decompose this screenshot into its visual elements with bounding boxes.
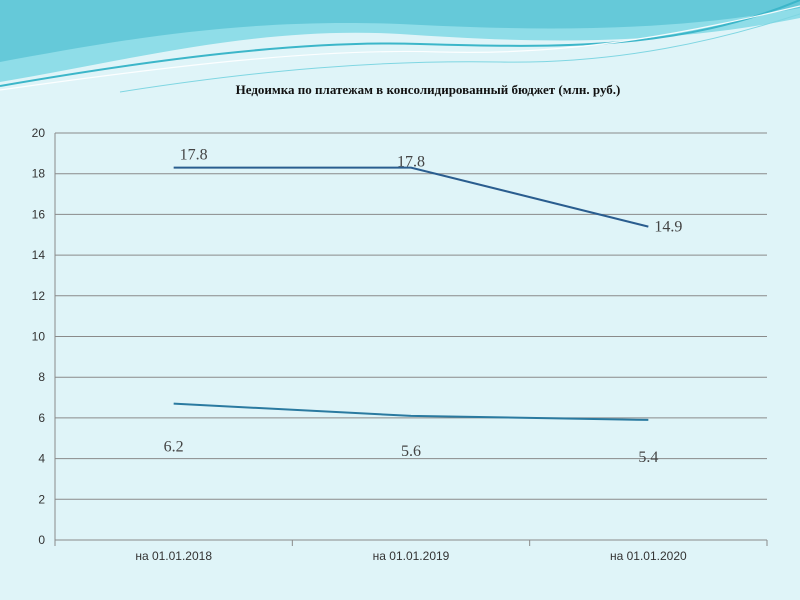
x-tick-label: на 01.01.2018 [135, 549, 212, 563]
wave-line [0, 0, 800, 87]
y-tick-label: 18 [32, 167, 46, 181]
y-tick-label: 4 [38, 452, 45, 466]
y-tick-label: 6 [38, 411, 45, 425]
x-tick-label: на 01.01.2019 [373, 549, 450, 563]
y-tick-label: 12 [32, 289, 46, 303]
grid-lines [54, 132, 767, 541]
series-lines [173, 166, 649, 421]
y-tick-label: 16 [32, 207, 46, 221]
data-label: 6.2 [164, 439, 184, 456]
y-axis-ticks: 0 2 4 6 8 10 12 14 16 18 20 [32, 126, 46, 547]
decorative-wave-banner [0, 0, 800, 93]
y-tick-label: 14 [32, 248, 46, 262]
y-tick-label: 2 [38, 492, 45, 506]
wave-band [0, 0, 800, 62]
chart-title: Недоимка по платежам в консолидированный… [236, 82, 621, 97]
data-label: 17.8 [397, 154, 425, 171]
x-tick-label: на 01.01.2020 [610, 549, 687, 563]
data-labels: 17.8 17.8 14.9 6.2 5.6 5.4 [164, 147, 683, 466]
series-line [173, 166, 649, 228]
data-label: 5.4 [638, 449, 658, 466]
wave-line [119, 13, 800, 93]
y-tick-label: 8 [38, 370, 45, 384]
data-label: 5.6 [401, 443, 421, 460]
y-tick-label: 10 [32, 330, 46, 344]
y-tick-label: 20 [32, 126, 46, 140]
data-label: 17.8 [180, 147, 208, 164]
x-axis-ticks: на 01.01.2018 на 01.01.2019 на 01.01.2020 [54, 540, 768, 563]
data-label: 14.9 [654, 219, 682, 236]
y-tick-label: 0 [38, 533, 45, 547]
wave-line [0, 5, 800, 91]
